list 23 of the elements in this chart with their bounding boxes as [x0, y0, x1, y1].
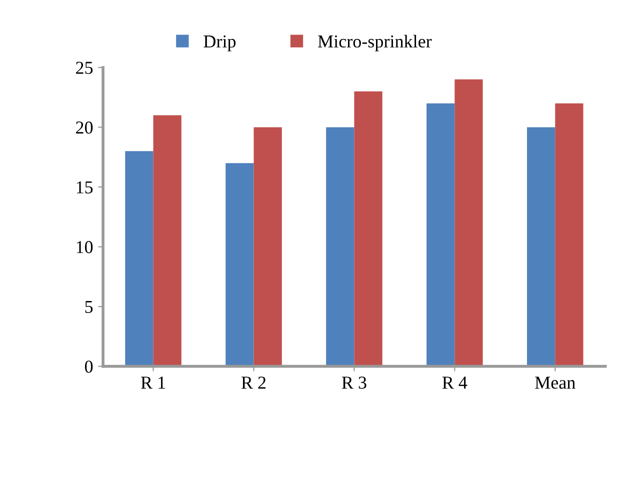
bar [555, 103, 584, 366]
x-tick-label: R 3 [342, 376, 366, 389]
y-tick-label: 20 [76, 122, 93, 134]
legend-label: Drip [204, 35, 236, 52]
bar [326, 127, 354, 366]
bar [226, 163, 254, 366]
bar [254, 127, 282, 366]
y-tick-label: 15 [76, 181, 93, 194]
y-tick-label: 5 [85, 300, 93, 313]
legend-label: Micro-sprinkler [318, 34, 432, 52]
bar [426, 103, 455, 366]
bar [527, 127, 556, 366]
bar [153, 115, 182, 366]
bar [354, 91, 382, 366]
y-tick-label: 25 [76, 62, 93, 74]
bar [125, 151, 154, 366]
bar [454, 79, 483, 366]
x-tick-label: R 4 [442, 376, 468, 389]
x-tick-label: Mean [535, 376, 576, 389]
x-tick-label: R 2 [241, 376, 266, 389]
y-tick-label: 0 [84, 360, 93, 373]
x-tick-label: R 1 [141, 376, 165, 389]
y-tick-label: 10 [76, 241, 93, 254]
